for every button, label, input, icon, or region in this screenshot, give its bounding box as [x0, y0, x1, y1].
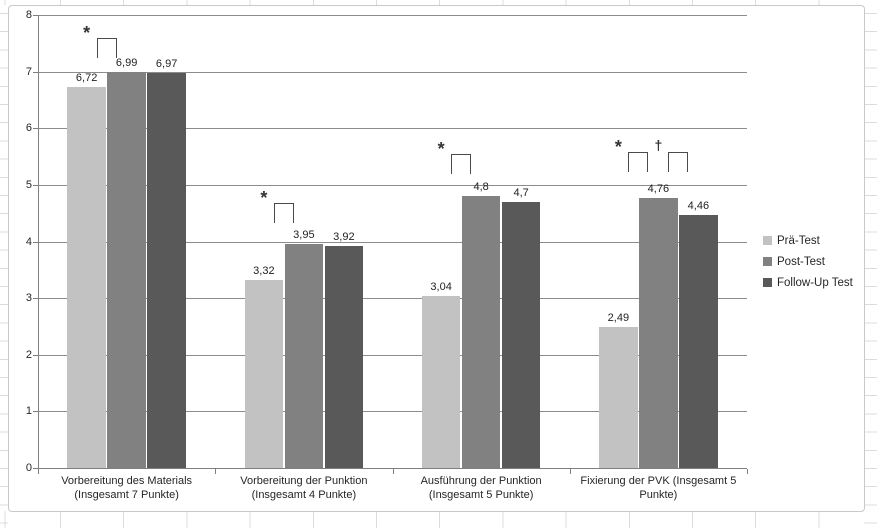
sheet-gridlines-right [864, 0, 877, 528]
sheet-gridlines-left [0, 0, 8, 528]
y-axis-label: 6 [25, 122, 32, 135]
significance-bracket [273, 202, 294, 223]
x-axis-tick [38, 469, 39, 474]
category-label-line: Ausführung der Punktion [420, 475, 542, 487]
legend-label: Follow-Up Test [777, 276, 853, 289]
y-axis-tick [33, 298, 38, 300]
bar-pr-test[interactable] [599, 327, 638, 468]
y-axis-tick [33, 354, 38, 356]
gridline [38, 184, 747, 186]
y-axis-label: 8 [25, 9, 32, 21]
category-label: Vorbereitung des Materials (Insgesamt 7 P… [38, 475, 215, 502]
legend-swatch-icon [763, 257, 772, 266]
x-axis-tick [747, 469, 748, 474]
y-axis-tick [33, 71, 38, 73]
bar-follow-up-test[interactable] [324, 246, 364, 468]
category-label-line: (Insgesamt 4 Punkte) [251, 488, 357, 501]
y-axis [38, 15, 39, 468]
y-axis-tick [33, 15, 38, 16]
y-axis-label: 0 [25, 462, 32, 474]
sheet-gridlines-top [0, 0, 877, 5]
significance-dagger: † [654, 137, 663, 154]
y-axis-label: 3 [25, 292, 32, 305]
data-label: 6,97 [155, 58, 178, 71]
bar-follow-up-test[interactable] [679, 215, 718, 468]
category-label: Vorbereitung der Punktion (Insgesamt 4 Pu… [215, 475, 392, 502]
gridline [38, 411, 747, 413]
category-label-line: Vorbereitung der Punktion [240, 475, 368, 487]
sheet-gridlines-bottom [0, 511, 877, 528]
y-axis-tick [33, 184, 38, 186]
data-label: 3,04 [430, 280, 452, 293]
significance-asterisk: * [260, 187, 268, 208]
legend-swatch-icon [763, 278, 772, 287]
data-label: 4,46 [687, 200, 710, 213]
x-axis [38, 468, 747, 469]
category-label-line: Punkte) [639, 488, 678, 501]
x-axis-tick [392, 469, 394, 474]
y-axis-tick [33, 468, 38, 469]
bar-post-test[interactable] [284, 244, 324, 468]
bar-follow-up-test[interactable] [501, 201, 541, 468]
category-label-line: Vorbereitung des Materials [61, 475, 193, 487]
y-axis-label: 5 [25, 178, 32, 191]
y-axis-label: 2 [25, 348, 32, 361]
data-label: 2,49 [607, 312, 630, 324]
data-label: 3,95 [293, 229, 315, 242]
y-axis-tick [33, 241, 38, 243]
y-axis-label: 7 [25, 65, 32, 78]
gridline [38, 354, 747, 356]
bar-pr-test[interactable] [421, 295, 461, 468]
legend-label: Prä-Test [777, 234, 820, 247]
gridline [38, 298, 747, 300]
significance-bracket [96, 37, 117, 58]
y-axis-label: 1 [25, 405, 32, 418]
gridline [38, 241, 747, 243]
significance-bracket [451, 153, 472, 174]
chart-area[interactable]: 0 1 2 3 4 5 6 7 8 6,72 3,32 3,04 2,49 6,99 3,95 4,8 4,76… [8, 5, 865, 512]
significance-bracket [668, 152, 689, 173]
y-axis-tick [33, 411, 38, 413]
gridline [38, 71, 747, 73]
legend-item-post-test[interactable]: Post-Test [763, 251, 853, 272]
data-label: 6,99 [115, 57, 138, 70]
category-label-line: (Insgesamt 5 Punkte) [428, 488, 534, 501]
bar-pr-test[interactable] [244, 280, 284, 468]
bar-post-test[interactable] [107, 72, 146, 468]
legend-swatch-icon [763, 236, 772, 245]
bar-post-test[interactable] [639, 198, 678, 468]
bar-follow-up-test[interactable] [147, 73, 186, 468]
category-label: Ausführung der Punktion (Insgesamt 5 Punk… [393, 475, 570, 502]
significance-bracket [628, 152, 649, 173]
bar-pr-test[interactable] [67, 87, 106, 468]
legend-item-follow-up-test[interactable]: Follow-Up Test [763, 272, 853, 293]
category-label: Fixierung der PVK (Insgesamt 5 Punkte) [570, 475, 747, 502]
significance-asterisk: * [83, 22, 91, 43]
data-label: 4,7 [513, 186, 529, 199]
significance-asterisk: * [614, 137, 622, 158]
category-label-line: Fixierung der PVK (Insgesamt 5 [580, 475, 737, 487]
data-label: 4,8 [473, 181, 489, 194]
data-label: 4,76 [647, 183, 670, 196]
y-axis-tick [33, 128, 38, 130]
legend-item-pr-test[interactable]: Prä-Test [763, 230, 853, 251]
x-axis-tick [569, 469, 571, 474]
legend: Prä-Test Post-Test Follow-Up Test [763, 230, 853, 293]
gridline [38, 15, 747, 16]
data-label: 6,72 [75, 72, 98, 85]
significance-asterisk: * [437, 138, 445, 159]
legend-label: Post-Test [777, 255, 825, 268]
data-label: 3,32 [253, 265, 275, 277]
category-label-line: (Insgesamt 7 Punkte) [74, 488, 179, 501]
bar-post-test[interactable] [461, 196, 501, 468]
y-axis-label: 4 [25, 235, 32, 248]
gridline [38, 128, 747, 130]
x-axis-tick [215, 469, 217, 474]
data-label: 3,92 [333, 231, 355, 244]
